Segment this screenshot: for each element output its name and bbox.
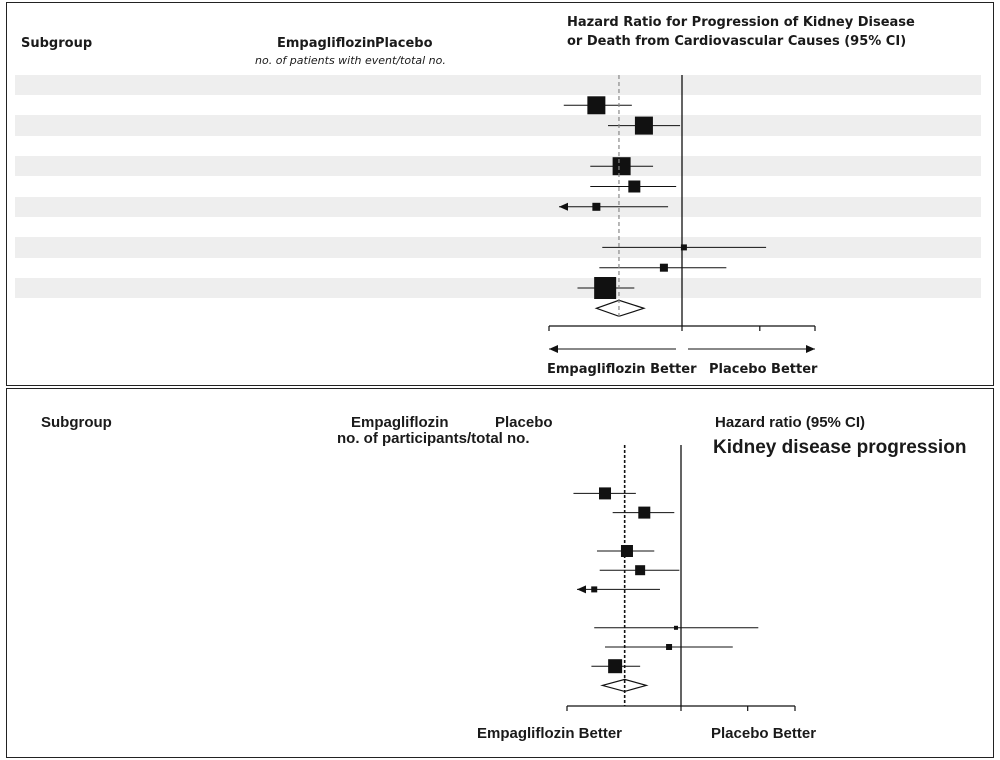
top-forest-panel: Subgroup Empagliflozin Placebo no. of pa… xyxy=(6,2,994,386)
hazard-ratio-point xyxy=(635,565,646,576)
bottom-better-left-label: Empagliflozin Better xyxy=(477,725,623,742)
hazard-ratio-point xyxy=(634,116,653,135)
top-subgroup-header: Subgroup xyxy=(21,36,93,51)
top-forest-plot xyxy=(548,75,816,353)
bottom-placebo-header: Placebo xyxy=(495,414,553,431)
top-better-right-label: Placebo Better xyxy=(709,362,818,377)
hazard-ratio-point xyxy=(594,277,617,299)
bottom-subgroup-header: Subgroup xyxy=(41,414,112,431)
top-treatment-header: Empagliflozin xyxy=(277,36,376,51)
bottom-chart-title: Hazard ratio (95% CI) xyxy=(715,414,866,431)
hazard-ratio-point xyxy=(666,644,673,650)
better-right-arrow-head xyxy=(806,345,815,353)
hazard-ratio-point xyxy=(599,487,612,500)
top-chart-title-line-1: Hazard Ratio for Progression of Kidney D… xyxy=(567,15,915,30)
hazard-ratio-point xyxy=(673,625,678,630)
bottom-column-subheader: no. of participants/total no. xyxy=(337,430,530,447)
bottom-forest-plot xyxy=(566,445,796,711)
better-left-arrow-head xyxy=(549,345,558,353)
top-better-left-label: Empagliflozin Better xyxy=(547,362,697,377)
hazard-ratio-point xyxy=(591,586,598,593)
bottom-forest-panel: Subgroup Empagliflozin Placebo no. of pa… xyxy=(6,388,994,758)
hazard-ratio-point xyxy=(659,263,668,272)
overall-diamond xyxy=(594,299,646,317)
hazard-ratio-point xyxy=(587,96,606,115)
ci-arrow xyxy=(577,585,586,594)
bottom-treatment-header: Empagliflozin xyxy=(351,414,449,431)
hazard-ratio-point xyxy=(608,659,623,674)
top-placebo-header: Placebo xyxy=(375,36,433,51)
hazard-ratio-point xyxy=(680,244,687,251)
hazard-ratio-point xyxy=(612,157,631,176)
hazard-ratio-point xyxy=(620,545,633,557)
row-band xyxy=(15,277,981,299)
row-band xyxy=(15,74,981,96)
hazard-ratio-point xyxy=(592,202,601,211)
ci-arrow xyxy=(559,202,568,211)
top-column-subheader: no. of patients with event/total no. xyxy=(255,54,446,67)
row-band xyxy=(15,156,981,177)
bottom-chart-subtitle: Kidney disease progression xyxy=(713,437,967,458)
hazard-ratio-point xyxy=(628,180,641,193)
hazard-ratio-point xyxy=(638,506,651,519)
top-chart-title-line-2: or Death from Cardiovascular Causes (95%… xyxy=(567,34,907,49)
bottom-better-right-label: Placebo Better xyxy=(711,725,817,742)
row-band xyxy=(15,115,981,136)
row-band xyxy=(15,196,981,217)
row-band xyxy=(15,237,981,258)
